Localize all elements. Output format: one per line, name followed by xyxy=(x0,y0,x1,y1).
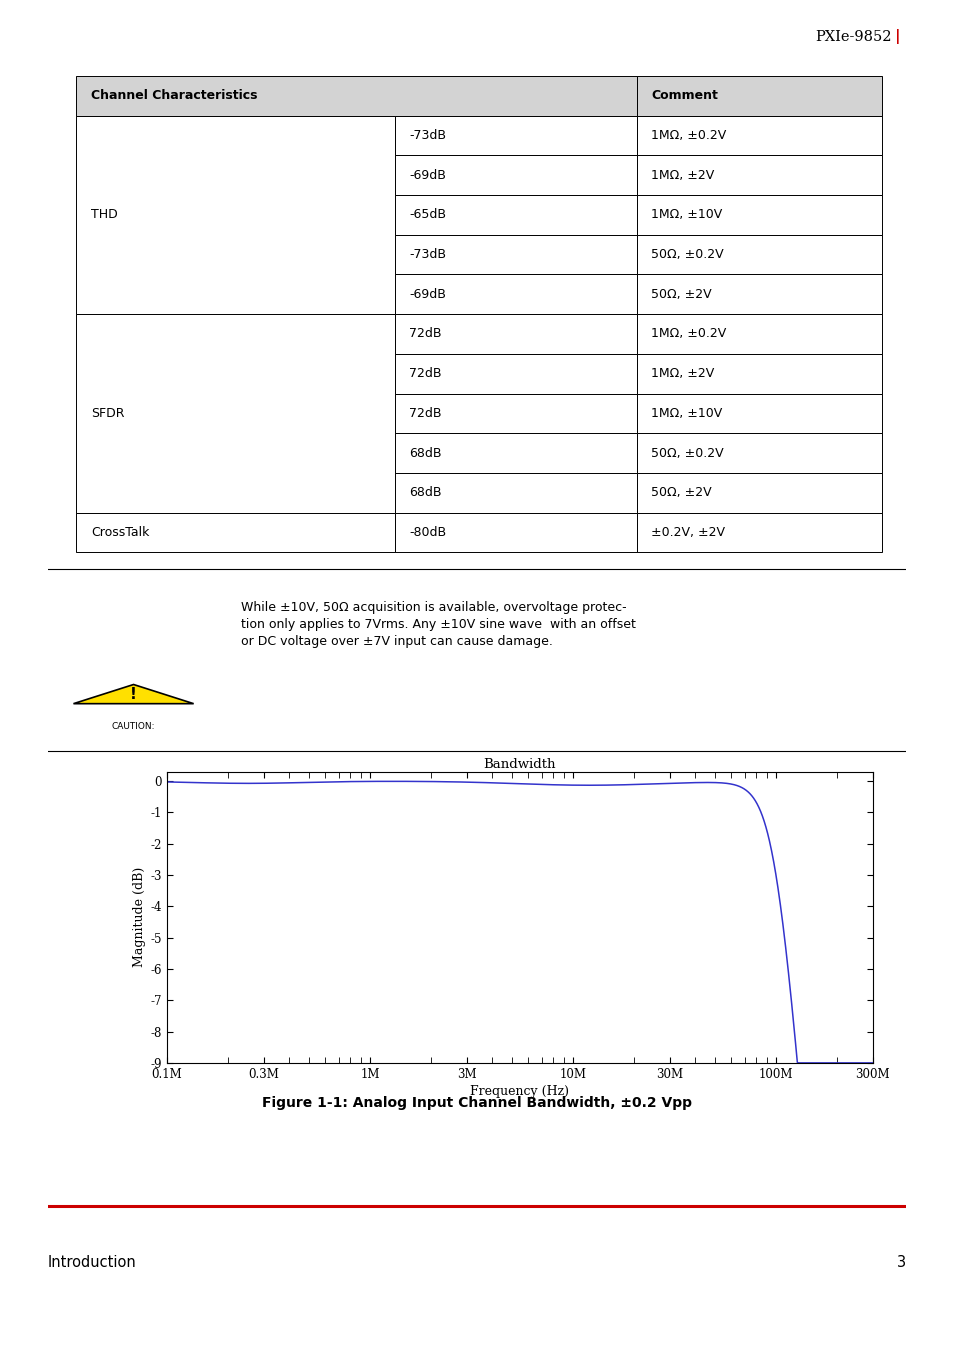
Bar xyxy=(395,156,636,195)
Text: Comment: Comment xyxy=(650,89,718,102)
Bar xyxy=(395,234,636,275)
Text: 1MΩ, ±10V: 1MΩ, ±10V xyxy=(650,209,721,221)
Text: 1MΩ, ±0.2V: 1MΩ, ±0.2V xyxy=(650,129,725,142)
Text: 50Ω, ±2V: 50Ω, ±2V xyxy=(650,486,711,500)
Text: PXIe-9852: PXIe-9852 xyxy=(815,30,891,43)
Text: 72dB: 72dB xyxy=(409,367,441,380)
Bar xyxy=(395,353,636,394)
Text: 50Ω, ±0.2V: 50Ω, ±0.2V xyxy=(650,248,723,261)
Text: 1MΩ, ±10V: 1MΩ, ±10V xyxy=(650,408,721,420)
Text: Figure 1-1: Analog Input Channel Bandwidth, ±0.2 Vpp: Figure 1-1: Analog Input Channel Bandwid… xyxy=(262,1097,691,1110)
Text: CrossTalk: CrossTalk xyxy=(91,527,149,539)
Bar xyxy=(636,433,882,473)
Text: !: ! xyxy=(130,686,137,703)
Bar xyxy=(76,314,395,513)
Bar xyxy=(395,115,636,156)
Bar xyxy=(636,394,882,433)
Polygon shape xyxy=(73,685,193,704)
Bar xyxy=(636,473,882,513)
Bar xyxy=(636,115,882,156)
Text: ±0.2V, ±2V: ±0.2V, ±2V xyxy=(650,527,724,539)
Text: 1MΩ, ±2V: 1MΩ, ±2V xyxy=(650,367,714,380)
Text: Introduction: Introduction xyxy=(48,1255,136,1270)
Bar xyxy=(76,513,395,552)
Bar xyxy=(636,275,882,314)
Bar xyxy=(395,433,636,473)
Bar xyxy=(395,513,636,552)
Bar xyxy=(636,195,882,234)
Text: -80dB: -80dB xyxy=(409,527,446,539)
Bar xyxy=(636,76,882,115)
Title: Bandwidth: Bandwidth xyxy=(483,758,556,770)
Text: Channel Characteristics: Channel Characteristics xyxy=(91,89,257,102)
Text: 68dB: 68dB xyxy=(409,486,441,500)
Text: 50Ω, ±0.2V: 50Ω, ±0.2V xyxy=(650,447,723,459)
Text: 1MΩ, ±0.2V: 1MΩ, ±0.2V xyxy=(650,328,725,340)
Text: 68dB: 68dB xyxy=(409,447,441,459)
Bar xyxy=(395,394,636,433)
Bar xyxy=(636,353,882,394)
Text: SFDR: SFDR xyxy=(91,408,124,420)
Bar xyxy=(636,234,882,275)
Bar xyxy=(395,195,636,234)
Bar xyxy=(636,156,882,195)
Bar xyxy=(395,275,636,314)
Bar xyxy=(636,513,882,552)
Bar xyxy=(636,314,882,353)
Text: 1MΩ, ±2V: 1MΩ, ±2V xyxy=(650,169,714,181)
X-axis label: Frequency (Hz): Frequency (Hz) xyxy=(470,1085,569,1098)
Text: 72dB: 72dB xyxy=(409,328,441,340)
Text: -69dB: -69dB xyxy=(409,169,446,181)
Text: While ±10V, 50Ω acquisition is available, overvoltage protec-
tion only applies : While ±10V, 50Ω acquisition is available… xyxy=(240,601,635,649)
Bar xyxy=(76,115,395,314)
Text: -73dB: -73dB xyxy=(409,129,446,142)
Bar xyxy=(395,314,636,353)
Text: 72dB: 72dB xyxy=(409,408,441,420)
Text: |: | xyxy=(894,28,900,45)
Text: -73dB: -73dB xyxy=(409,248,446,261)
Text: CAUTION:: CAUTION: xyxy=(112,722,155,731)
Y-axis label: Magnitude (dB): Magnitude (dB) xyxy=(133,867,146,968)
Text: 3: 3 xyxy=(896,1255,905,1270)
Text: -65dB: -65dB xyxy=(409,209,446,221)
Bar xyxy=(395,473,636,513)
Bar xyxy=(76,76,636,115)
Text: THD: THD xyxy=(91,209,117,221)
Text: -69dB: -69dB xyxy=(409,288,446,301)
Text: 50Ω, ±2V: 50Ω, ±2V xyxy=(650,288,711,301)
